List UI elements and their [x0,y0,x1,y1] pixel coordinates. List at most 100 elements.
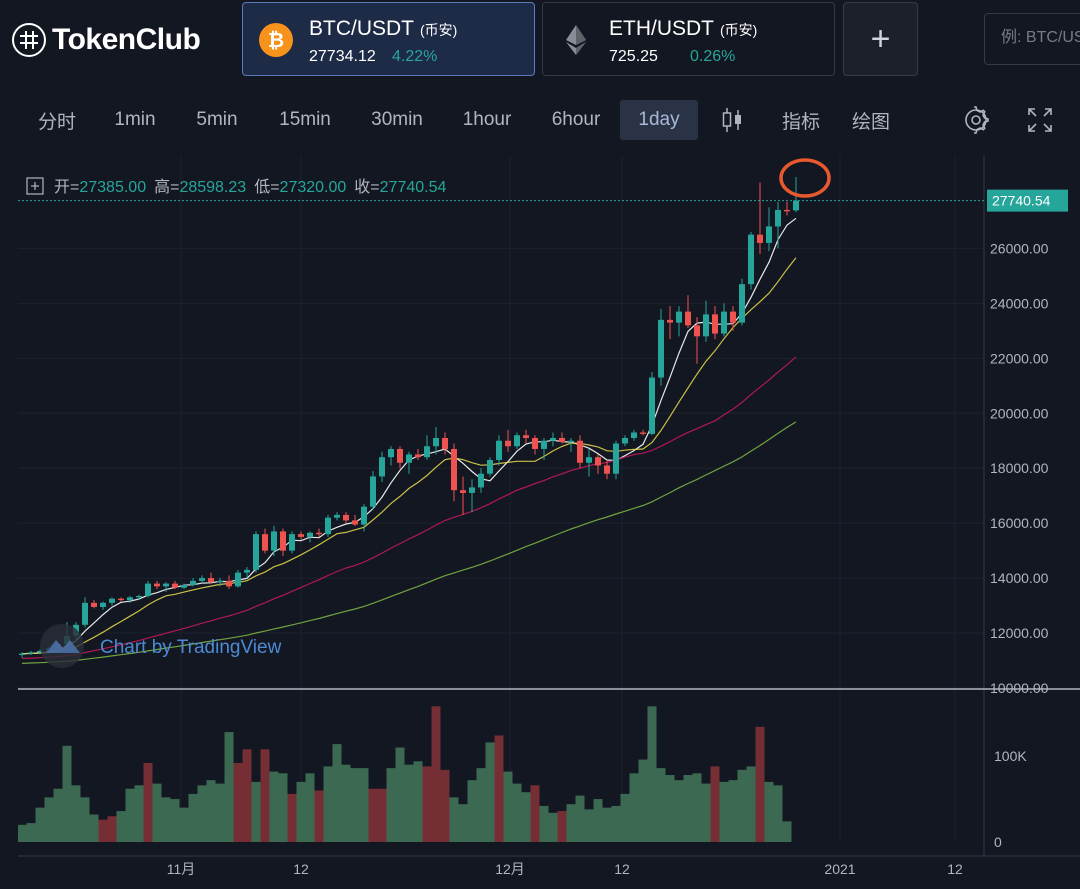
bitcoin-icon: ₿ [259,23,293,57]
volume-bar [35,807,45,842]
volume-bar [710,766,720,842]
candle-body [541,440,547,449]
volume-bar [647,706,657,842]
legend-low-value: 27320.00 [280,179,347,196]
top-bar: TokenClub ₿ BTC/USDT (币安) 27734.12 4.22% … [0,0,1080,86]
volume-bar [125,788,135,842]
volume-bar [116,811,126,842]
legend-close-label: 收= [354,178,379,196]
volume-bar [368,788,378,842]
candle-body [649,377,655,434]
candle-body [793,200,799,211]
indicators-button[interactable]: 指标 [781,111,820,133]
current-price-badge [987,189,1068,212]
interval-1hour[interactable]: 1hour [462,109,512,130]
fullscreen-icon [1028,108,1052,132]
candles [19,177,799,658]
candle-type-icon[interactable] [712,100,752,140]
pair-change: 0.26% [690,48,736,65]
volume-bar [197,785,207,842]
current-price-label: 27740.54 [992,193,1051,209]
candle-body [505,440,511,447]
pair-name: ETH/USDT (币安) [609,17,758,40]
price-tick-label: 10000.00 [990,680,1049,696]
volume-bar [341,764,351,842]
interval-15min[interactable]: 15min [279,109,331,130]
volume-bar [314,790,324,842]
fullscreen-button[interactable] [1018,100,1062,140]
volume-bar [440,769,450,842]
volume-bar [71,785,81,842]
candle-body [127,597,133,601]
price-chart[interactable]: 10000.00 12000.00 14000.00 16000.00 18000.00… [17,156,1080,884]
drawing-button[interactable]: 绘图 [851,111,890,133]
add-pair-button[interactable]: + [843,2,918,76]
volume-bar [17,824,27,842]
volume-bar [701,783,711,842]
tokenclub-logo[interactable]: TokenClub [12,22,201,58]
volume-bar [62,745,72,842]
candle-body [577,440,583,463]
volume-bar [593,799,603,842]
candle-body [163,583,169,587]
tradingview-watermark[interactable]: Chart by TradingView [40,624,282,668]
legend-high-value: 28598.23 [179,179,246,196]
volume-bar [458,804,468,842]
volume-bar [584,809,594,842]
volume-bar [422,766,432,842]
volume-bar [728,780,738,842]
volume-bar [188,793,198,842]
candle-body [298,534,304,537]
pair-tab-eth-usdt[interactable]: ETH/USDT (币安) 725.25 0.26% [542,2,835,76]
candle-body [478,473,484,488]
volume-bar [260,749,270,842]
pair-name: BTC/USDT (币安) [309,17,458,40]
candle-body [109,598,115,603]
chart-area[interactable]: 10000.00 12000.00 14000.00 16000.00 18000.00… [17,156,1080,884]
volume-bar [467,780,477,842]
volume-bar [566,804,576,842]
legend-open-label: 开= [54,179,79,196]
interval-timeline[interactable]: 分时 [37,111,76,133]
settings-button[interactable] [954,100,998,140]
price-tick-label: 18000.00 [990,460,1049,476]
candle-body [757,234,763,243]
price-tick-label: 26000.00 [990,240,1049,256]
pair-tab-btc-usdt[interactable]: ₿ BTC/USDT (币安) 27734.12 4.22% [242,2,535,76]
candle-body [145,583,151,596]
volume-bar [521,792,531,842]
gear-icon [965,106,989,134]
search-input[interactable] [999,28,1080,48]
price-tick-label: 22000.00 [990,350,1049,366]
candle-body [667,319,673,323]
volume-bar [674,780,684,842]
candle-body [604,465,610,474]
candle-body [442,437,448,449]
candle-body [748,234,754,285]
candlestick-icon [722,108,741,132]
volume-bar [512,783,522,842]
volume-bar [449,797,459,842]
interval-1day[interactable]: 1day [620,100,698,140]
time-tick-label: 2021 [824,861,855,877]
price-tick-label: 20000.00 [990,405,1049,421]
candle-body [685,311,691,326]
svg-text:₿: ₿ [268,30,284,52]
logo-text: TokenClub [52,23,201,56]
volume-bar [395,747,405,842]
volume-bar [494,735,504,842]
legend-expand-icon[interactable] [26,177,44,195]
volume-bar [179,807,189,842]
candle-body [352,520,358,525]
interval-1min[interactable]: 1min [114,109,156,130]
pair-change: 4.22% [392,48,438,65]
interval-30min[interactable]: 30min [371,109,423,130]
volume-bar [161,797,171,842]
candle-body [271,531,277,551]
volume-bar [485,742,495,842]
interval-6hour[interactable]: 6hour [551,109,601,130]
candle-body [460,490,466,493]
interval-5min[interactable]: 5min [196,109,238,130]
candle-body [523,435,529,438]
candle-body [658,319,664,378]
